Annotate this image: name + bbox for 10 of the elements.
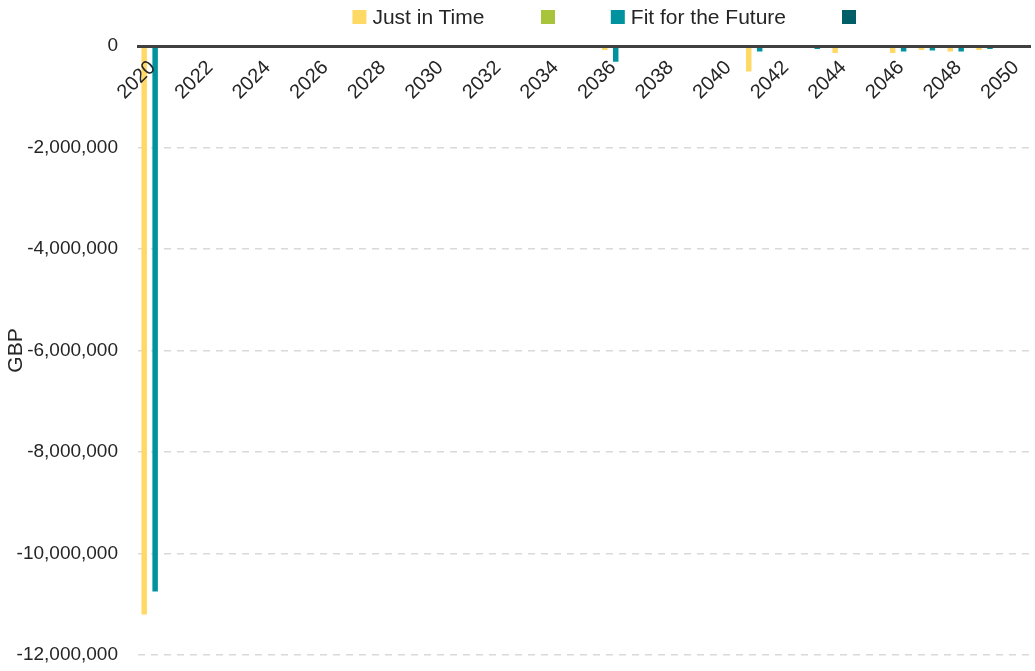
y-tick-label: -6,000,000 [27,338,118,360]
y-tick-label: 0 [107,34,118,56]
y-tick-label: -4,000,000 [27,237,118,259]
y-tick-label: -12,000,000 [16,643,118,665]
y-axis-title: GBP [3,328,27,373]
legend-label: Just in Time [372,4,485,28]
legend-label: Fit for the Future [630,4,787,28]
y-tick-label: -8,000,000 [27,440,118,462]
y-tick-label: -10,000,000 [16,541,118,563]
y-tick-label: -2,000,000 [27,135,118,157]
